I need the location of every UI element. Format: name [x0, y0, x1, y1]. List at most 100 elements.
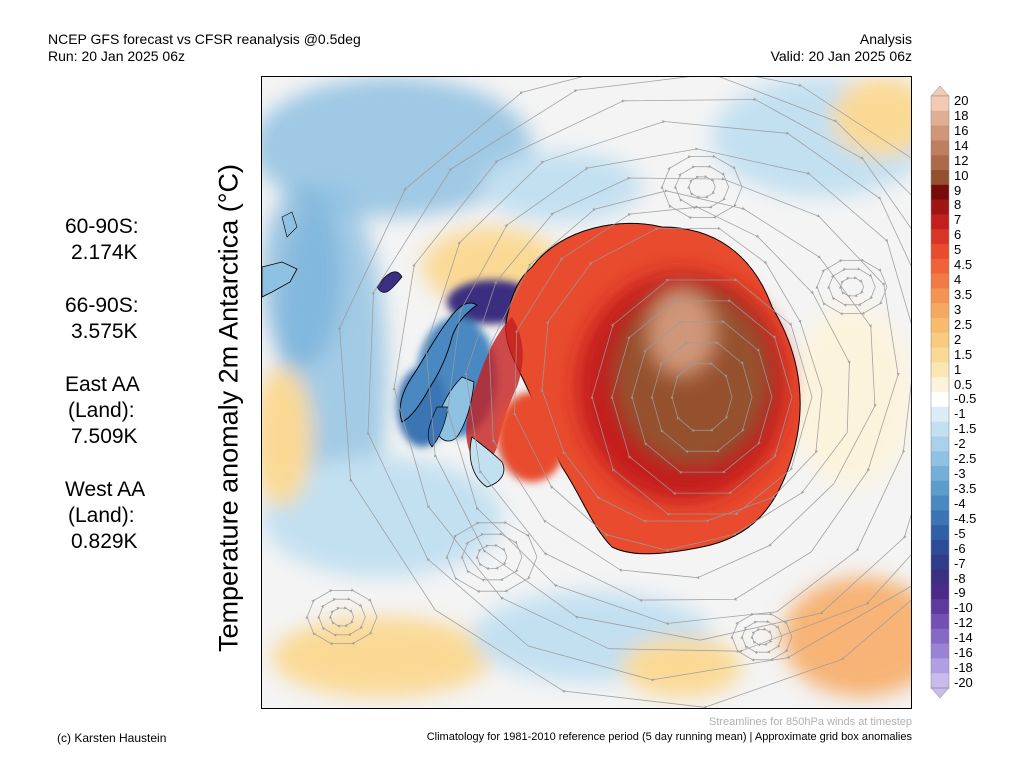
colorbar-tick-label: -10 — [954, 600, 973, 616]
colorbar-swatch — [931, 377, 949, 393]
header-right: Analysis Valid: 20 Jan 2025 06z — [771, 31, 912, 65]
colorbar-swatch — [931, 584, 949, 600]
colorbar-swatch — [931, 96, 949, 112]
colorbar-swatch — [931, 347, 949, 363]
chart-title: NCEP GFS forecast vs CFSR reanalysis @0.… — [48, 31, 361, 47]
colorbar-tick-label: -1 — [954, 406, 966, 422]
colorbar-swatch — [931, 110, 949, 127]
colorbar-tick-label: -18 — [954, 660, 973, 676]
colorbar-swatch — [931, 199, 949, 215]
colorbar — [930, 86, 950, 698]
wind-streamlines — [305, 77, 911, 708]
colorbar-tick-label: -2.5 — [954, 451, 977, 467]
colorbar-tick-label: -12 — [954, 615, 973, 631]
streamline — [590, 277, 813, 517]
stat-sublabel: (Land): — [68, 399, 135, 422]
colorbar-border — [930, 95, 950, 689]
colorbar-bottom-arrow — [930, 687, 950, 698]
stat-label: 60-90S: — [65, 215, 139, 238]
colorbar-swatch — [931, 569, 949, 585]
stat-60-90s: 60-90S: 2.174K — [48, 214, 188, 266]
colorbar-swatch — [931, 554, 949, 571]
colorbar-tick-label: 2.5 — [954, 316, 973, 332]
colorbar-tick-label: 16 — [954, 122, 969, 138]
colorbar-tick-label: 18 — [954, 107, 969, 123]
regional-stats: 60-90S: 2.174K 66-90S: 3.575K East AA (L… — [48, 214, 188, 582]
colorbar-swatch — [931, 436, 949, 452]
map-canvas — [262, 77, 911, 708]
colorbar-tick-label: 8 — [954, 197, 962, 213]
climatology-note: Climatology for 1981-2010 reference peri… — [426, 731, 912, 743]
colorbar-top-arrow — [930, 86, 950, 97]
colorbar-swatch — [931, 599, 949, 615]
analysis-label: Analysis — [859, 31, 912, 47]
streamline-note: Streamlines for 850hPa winds at timestep — [709, 716, 912, 728]
colorbar-tick-label: 1.5 — [954, 346, 973, 362]
colorbar-tick-label: -6 — [954, 540, 966, 556]
streamline — [730, 612, 793, 662]
colorbar-swatch — [931, 362, 949, 378]
stat-value: 0.829K — [71, 530, 138, 553]
colorbar-tick-label: -8 — [954, 570, 966, 586]
colorbar-swatch — [931, 480, 949, 497]
colorbar-swatch — [931, 673, 949, 689]
colorbar-tick-label: -5 — [954, 525, 966, 541]
colorbar-swatch — [931, 244, 949, 260]
stat-label: East AA — [65, 373, 140, 396]
run-label: Run: 20 Jan 2025 06z — [48, 48, 185, 64]
colorbar-tick-label: -3 — [954, 466, 966, 482]
colorbar-tick-label: -9 — [954, 585, 966, 601]
colorbar-swatch — [931, 303, 949, 319]
colorbar-swatch — [931, 643, 949, 659]
colorbar-tick-label: 3.5 — [954, 287, 973, 302]
colorbar-tick-label: -1.5 — [954, 421, 977, 437]
colorbar-tick-label: 6 — [954, 227, 962, 243]
colorbar-tick-label: -20 — [954, 675, 973, 690]
colorbar-tick-label: -4.5 — [954, 510, 977, 526]
header-left: NCEP GFS forecast vs CFSR reanalysis @0.… — [48, 31, 361, 65]
colorbar-swatch — [931, 214, 949, 230]
streamline — [660, 154, 743, 220]
colorbar-swatch — [931, 318, 949, 334]
streamline — [337, 77, 911, 708]
colorbar-tick-label: -14 — [954, 630, 973, 646]
colorbar-tick-label: -3.5 — [954, 481, 977, 496]
colorbar-tick-label: 12 — [954, 152, 969, 168]
stat-east-aa: East AA (Land): 7.509K — [48, 372, 188, 450]
streamline — [305, 588, 378, 646]
copyright: (c) Karsten Haustein — [57, 731, 167, 745]
colorbar-tick-label: -16 — [954, 645, 973, 661]
colorbar-swatch — [931, 170, 949, 186]
colorbar-tick-label: -0.5 — [954, 391, 977, 407]
colorbar-tick-label: 2 — [954, 331, 962, 347]
colorbar-tick-label: 3 — [954, 301, 962, 317]
colorbar-swatch — [931, 495, 949, 511]
stat-value: 3.575K — [71, 320, 138, 343]
colorbar-tick-label: -2 — [954, 436, 966, 452]
colorbar-tick-label: 1 — [954, 361, 962, 377]
colorbar-swatch — [931, 540, 949, 556]
colorbar-swatch — [931, 229, 949, 245]
stat-66-90s: 66-90S: 3.575K — [48, 293, 188, 345]
vertical-title: Temperature anomaly 2m Antarctica (°C) — [213, 164, 244, 652]
colorbar-swatch — [931, 332, 949, 349]
colorbar-tick-label: 20 — [954, 93, 969, 108]
stat-value: 2.174K — [71, 241, 138, 264]
colorbar-swatch — [931, 258, 949, 275]
colorbar-tick-label: 4.5 — [954, 257, 973, 273]
colorbar-tick-label: 7 — [954, 212, 962, 228]
stat-label: 66-90S: — [65, 294, 139, 317]
south-america-tip — [262, 211, 298, 298]
colorbar-tick-label: 9 — [954, 182, 962, 198]
stat-label: West AA — [65, 478, 146, 501]
colorbar-swatch — [931, 273, 949, 289]
colorbar-swatch — [931, 525, 949, 541]
colorbar-swatch — [931, 614, 949, 630]
colorbar-swatch — [931, 658, 949, 674]
anomaly-map — [261, 76, 912, 709]
colorbar-tick-label: -4 — [954, 495, 966, 511]
stat-value: 7.509K — [71, 425, 138, 448]
valid-label: Valid: 20 Jan 2025 06z — [770, 48, 912, 64]
colorbar-tick-label: 0.5 — [954, 376, 973, 392]
colorbar-tick-label: -7 — [954, 555, 966, 571]
